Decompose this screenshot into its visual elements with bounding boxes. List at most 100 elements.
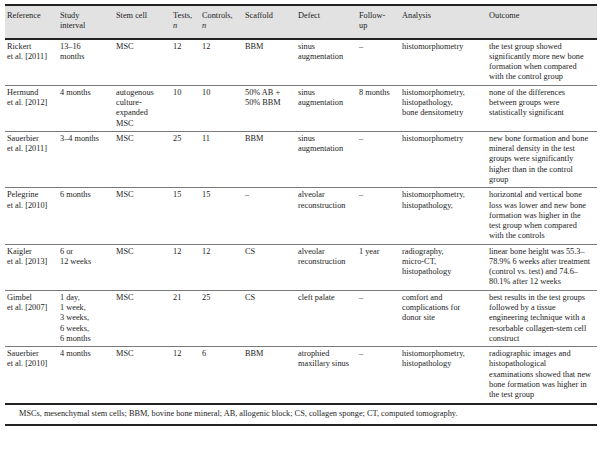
cell-reference: Sauerbier et al. [2010] xyxy=(5,347,58,403)
col-header-scaffold: Scaffold xyxy=(243,5,296,39)
cell-tests-n: 15 xyxy=(171,188,200,244)
cell-follow-up: – xyxy=(357,347,400,403)
cell-scaffold: BBM xyxy=(243,131,296,187)
table-row: Gimbel et al. [2007] 1 day, 1 week, 3 we… xyxy=(5,290,597,346)
cell-follow-up: 1 year xyxy=(357,244,400,290)
col-header-study-interval: Study interval xyxy=(58,5,114,39)
col-header-tests-n: Tests,n xyxy=(171,5,200,39)
cell-controls-n: 15 xyxy=(200,188,243,244)
table-header-row: Reference Study interval Stem cell Tests… xyxy=(5,5,597,39)
col-header-reference: Reference xyxy=(5,5,58,39)
cell-scaffold: CS xyxy=(243,244,296,290)
cell-stem-cell: MSC xyxy=(114,244,171,290)
cell-follow-up: – xyxy=(357,290,400,346)
cell-stem-cell: MSC xyxy=(114,131,171,187)
cell-reference: Gimbel et al. [2007] xyxy=(5,290,58,346)
cell-outcome: none of the differences between groups w… xyxy=(487,85,597,131)
cell-controls-n: 12 xyxy=(200,39,243,86)
cell-reference: Rickert et al. [2011] xyxy=(5,39,58,86)
cell-controls-n: 25 xyxy=(200,290,243,346)
cell-defect: atrophied maxillary sinus xyxy=(296,347,357,403)
cell-study-interval: 6 or 12 weeks xyxy=(58,244,114,290)
cell-outcome: linear bone height was 55.3–78.9% 6 week… xyxy=(487,244,597,290)
col-header-label: Study interval xyxy=(60,11,85,30)
cell-stem-cell: MSC xyxy=(114,39,171,86)
cell-defect: cleft palate xyxy=(296,290,357,346)
cell-defect: sinus augmentation xyxy=(296,39,357,86)
cell-scaffold: BBM xyxy=(243,39,296,86)
cell-study-interval: 13–16 months xyxy=(58,39,114,86)
cell-follow-up: – xyxy=(357,188,400,244)
cell-tests-n: 10 xyxy=(171,85,200,131)
cell-controls-n: 11 xyxy=(200,131,243,187)
cell-scaffold: 50% AB + 50% BBM xyxy=(243,85,296,131)
col-header-label: Follow- up xyxy=(359,11,385,30)
cell-outcome: new bone formation and bone mineral dens… xyxy=(487,131,597,187)
cell-outcome: best results in the test groups followed… xyxy=(487,290,597,346)
cell-tests-n: 25 xyxy=(171,131,200,187)
cell-defect: sinus augmentation xyxy=(296,131,357,187)
cell-study-interval: 1 day, 1 week, 3 weeks, 6 weeks, 6 month… xyxy=(58,290,114,346)
col-header-label: Controls, xyxy=(202,11,233,20)
cell-study-interval: 4 months xyxy=(58,347,114,403)
cell-analysis: radiography, micro-CT, histopathology xyxy=(400,244,487,290)
col-header-n-symbol: n xyxy=(202,21,238,31)
cell-study-interval: 3–4 months xyxy=(58,131,114,187)
cell-scaffold: CS xyxy=(243,290,296,346)
cell-tests-n: 12 xyxy=(171,347,200,403)
table-footnote: MSCs, mesenchymal stem cells; BBM, bovin… xyxy=(5,403,597,427)
cell-stem-cell: MSC xyxy=(114,290,171,346)
cell-stem-cell: MSC xyxy=(114,188,171,244)
col-header-label: Tests, xyxy=(173,11,192,20)
cell-tests-n: 21 xyxy=(171,290,200,346)
cell-defect: alveolar reconstruction xyxy=(296,188,357,244)
cell-scaffold: – xyxy=(243,188,296,244)
paper-table-figure: Reference Study interval Stem cell Tests… xyxy=(0,0,600,426)
cell-follow-up: 8 months xyxy=(357,85,400,131)
table-row: Rickert et al. [2011] 13–16 months MSC 1… xyxy=(5,39,597,86)
cell-tests-n: 12 xyxy=(171,39,200,86)
col-header-label: Reference xyxy=(7,11,41,20)
col-header-controls-n: Controls,n xyxy=(200,5,243,39)
col-header-label: Stem cell xyxy=(116,11,147,20)
col-header-n-symbol: n xyxy=(173,21,195,31)
cell-analysis: histomorphometry, histopathology, xyxy=(400,188,487,244)
cell-scaffold: BBM xyxy=(243,347,296,403)
cell-defect: sinus augmentation xyxy=(296,85,357,131)
col-header-label: Outcome xyxy=(489,11,519,20)
cell-controls-n: 10 xyxy=(200,85,243,131)
studies-table: Reference Study interval Stem cell Tests… xyxy=(5,4,597,403)
cell-follow-up: – xyxy=(357,39,400,86)
table-row: Kaigler et al. [2013] 6 or 12 weeks MSC … xyxy=(5,244,597,290)
cell-tests-n: 12 xyxy=(171,244,200,290)
cell-outcome: radiographic images and histopathologica… xyxy=(487,347,597,403)
cell-outcome: horizontal and vertical bone loss was lo… xyxy=(487,188,597,244)
cell-defect: alveolar reconstruction xyxy=(296,244,357,290)
cell-analysis: comfort and complications for donor site xyxy=(400,290,487,346)
cell-reference: Kaigler et al. [2013] xyxy=(5,244,58,290)
cell-reference: Pelegrine et al. [2010] xyxy=(5,188,58,244)
cell-study-interval: 4 months xyxy=(58,85,114,131)
cell-stem-cell: MSC xyxy=(114,347,171,403)
cell-outcome: the test group showed significantly more… xyxy=(487,39,597,86)
col-header-label: Analysis xyxy=(402,11,431,20)
cell-stem-cell: autogenous culture- expanded MSC xyxy=(114,85,171,131)
cell-analysis: histomorphometry, histopathology xyxy=(400,347,487,403)
table-row: Hermund et al. [2012] 4 months autogenou… xyxy=(5,85,597,131)
table-row: Pelegrine et al. [2010] 6 months MSC 15 … xyxy=(5,188,597,244)
cell-controls-n: 6 xyxy=(200,347,243,403)
col-header-label: Scaffold xyxy=(245,11,273,20)
col-header-stem-cell: Stem cell xyxy=(114,5,171,39)
cell-study-interval: 6 months xyxy=(58,188,114,244)
col-header-defect: Defect xyxy=(296,5,357,39)
col-header-follow-up: Follow- up xyxy=(357,5,400,39)
cell-reference: Sauerbier et al. [2011] xyxy=(5,131,58,187)
col-header-outcome: Outcome xyxy=(487,5,597,39)
table-row: Sauerbier et al. [2010] 4 months MSC 12 … xyxy=(5,347,597,403)
cell-reference: Hermund et al. [2012] xyxy=(5,85,58,131)
cell-follow-up: – xyxy=(357,131,400,187)
table-row: Sauerbier et al. [2011] 3–4 months MSC 2… xyxy=(5,131,597,187)
col-header-label: Defect xyxy=(298,11,320,20)
cell-analysis: histomorphometry xyxy=(400,39,487,86)
cell-controls-n: 12 xyxy=(200,244,243,290)
